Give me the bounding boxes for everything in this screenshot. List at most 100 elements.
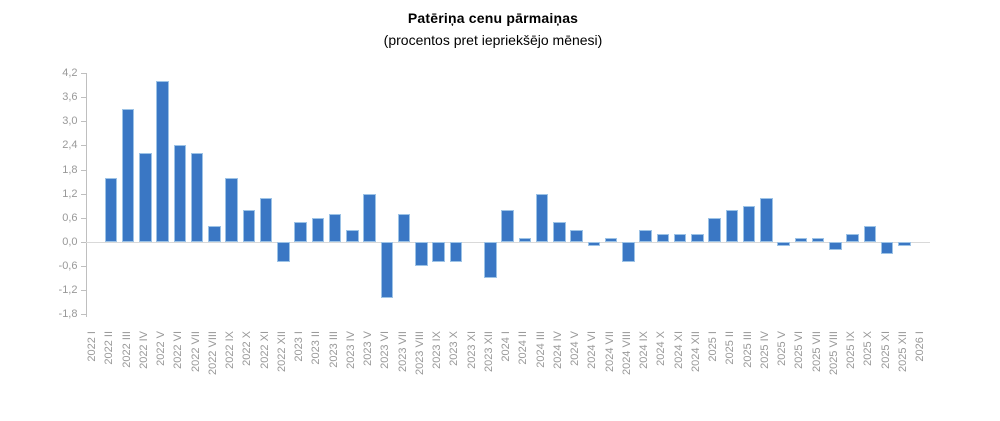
bar-2025-xi xyxy=(880,241,894,254)
x-axis-label: 2024 V xyxy=(569,331,582,366)
y-axis-tick xyxy=(80,97,86,99)
bar-2023-x xyxy=(449,241,463,262)
bar-2023-ix xyxy=(432,241,445,262)
bar-2022-vi xyxy=(173,145,187,242)
x-axis-label: 2022 XI xyxy=(258,331,271,369)
x-axis-label: 2022 XII xyxy=(275,331,288,372)
bar-2023-viii xyxy=(415,241,428,266)
x-axis-label: 2023 VI xyxy=(379,331,392,369)
x-axis-label: 2024 IX xyxy=(638,331,651,369)
x-axis-label: 2022 VIII xyxy=(206,331,219,376)
x-axis-label: 2025 VI xyxy=(793,331,806,369)
x-axis-label: 2024 XII xyxy=(689,331,702,372)
bar-2023-ii xyxy=(311,217,325,242)
bar-2024-v xyxy=(570,229,583,242)
bar-2022-xi xyxy=(259,197,273,242)
bar-2025-ix xyxy=(846,233,859,242)
x-axis-label: 2025 IX xyxy=(845,331,858,369)
bar-2024-viii xyxy=(622,241,635,262)
y-axis-tick xyxy=(80,193,86,195)
x-axis-label: 2025 VIII xyxy=(827,331,840,376)
zero-gridline xyxy=(85,241,931,243)
x-axis-label: 2023 III xyxy=(327,331,340,368)
y-axis-tick xyxy=(80,121,86,123)
x-axis-label: 2022 X xyxy=(241,331,254,366)
x-axis-label: 2023 X xyxy=(448,331,461,366)
bar-2025-iv xyxy=(760,197,773,242)
y-axis-tick xyxy=(80,73,86,75)
bar-2024-vii xyxy=(604,237,618,242)
bar-2024-vi xyxy=(587,241,601,246)
y-axis-tick xyxy=(80,241,86,243)
y-axis-tick xyxy=(80,313,86,315)
bar-2025-i xyxy=(708,217,721,242)
y-axis-tick xyxy=(80,169,86,171)
y-axis-tick-label: 3,6 xyxy=(62,91,78,104)
bar-2022-ii xyxy=(104,177,118,242)
bar-2023-vii xyxy=(397,213,411,242)
x-axis-label: 2023 V xyxy=(362,331,375,366)
x-axis-label: 2025 VII xyxy=(810,331,823,372)
bar-2023-i xyxy=(294,221,307,242)
y-axis-tick xyxy=(80,217,86,219)
bar-2024-xi xyxy=(673,233,687,242)
x-axis-label: 2025 II xyxy=(724,331,737,365)
x-axis-label: 2025 V xyxy=(776,331,789,366)
bar-2023-v xyxy=(363,193,376,242)
y-axis-tick-label: -0,6 xyxy=(58,259,78,272)
bar-2022-vii xyxy=(190,153,204,242)
bar-2023-iii xyxy=(328,213,342,242)
y-axis-tick-label: 1,8 xyxy=(62,163,78,176)
x-axis-label: 2024 X xyxy=(655,331,668,366)
bar-2023-xii xyxy=(484,241,497,278)
x-axis-label: 2023 IV xyxy=(344,331,357,369)
bar-2024-xii xyxy=(691,233,704,242)
x-axis-label: 2022 I xyxy=(86,331,99,362)
y-axis-tick-label: 3,0 xyxy=(62,115,78,128)
y-axis-tick xyxy=(80,145,86,147)
y-axis-tick-label: 2,4 xyxy=(62,139,78,152)
x-axis-label: 2023 I xyxy=(293,331,306,362)
bar-2025-vii xyxy=(811,237,825,242)
x-axis-label: 2022 IX xyxy=(224,331,237,369)
y-axis-tick-label: -1,2 xyxy=(58,283,78,296)
bar-2022-xii xyxy=(277,241,290,262)
x-axis-label: 2023 XII xyxy=(482,331,495,372)
chart-title: Patēriņa cenu pārmaiņas xyxy=(407,10,579,26)
x-axis-label: 2025 XI xyxy=(879,331,892,369)
bar-2023-iv xyxy=(346,229,359,242)
bar-2024-iii xyxy=(535,193,549,242)
x-axis-label: 2022 III xyxy=(120,331,133,368)
y-axis-tick-label: -1,8 xyxy=(58,307,78,320)
bar-2024-ix xyxy=(639,229,652,242)
x-axis-label: 2024 XI xyxy=(672,331,685,369)
x-axis-label: 2024 IV xyxy=(551,331,564,369)
bar-2025-xii xyxy=(898,241,911,246)
bar-2024-x xyxy=(656,233,670,242)
y-axis-tick-label: 1,2 xyxy=(62,187,78,200)
y-axis-tick-label: 0,6 xyxy=(62,211,78,224)
x-axis-label: 2024 VI xyxy=(586,331,599,369)
x-axis-label: 2022 V xyxy=(155,331,168,366)
x-axis-label: 2025 XII xyxy=(896,331,909,372)
x-axis-label: 2022 II xyxy=(103,331,116,365)
x-axis-label: 2025 IV xyxy=(758,331,771,369)
bar-2022-iii xyxy=(121,109,135,242)
bar-2024-iv xyxy=(553,221,566,242)
x-axis-label: 2025 X xyxy=(862,331,875,366)
x-axis-label: 2024 III xyxy=(534,331,547,368)
x-axis-label: 2022 VI xyxy=(172,331,185,369)
x-axis-label: 2023 IX xyxy=(431,331,444,369)
y-axis-tick xyxy=(80,265,86,267)
x-axis-label: 2023 XI xyxy=(465,331,478,369)
x-axis-label: 2023 II xyxy=(310,331,323,365)
x-axis-label: 2026 I xyxy=(914,331,927,362)
x-axis-label: 2025 III xyxy=(741,331,754,368)
x-axis-label: 2025 I xyxy=(707,331,720,362)
bar-2025-v xyxy=(777,241,790,246)
x-axis-label: 2024 VII xyxy=(603,331,616,372)
bar-2025-ii xyxy=(725,209,739,242)
y-axis-tick-label: 0,0 xyxy=(62,235,78,248)
bar-2024-ii xyxy=(518,237,532,242)
